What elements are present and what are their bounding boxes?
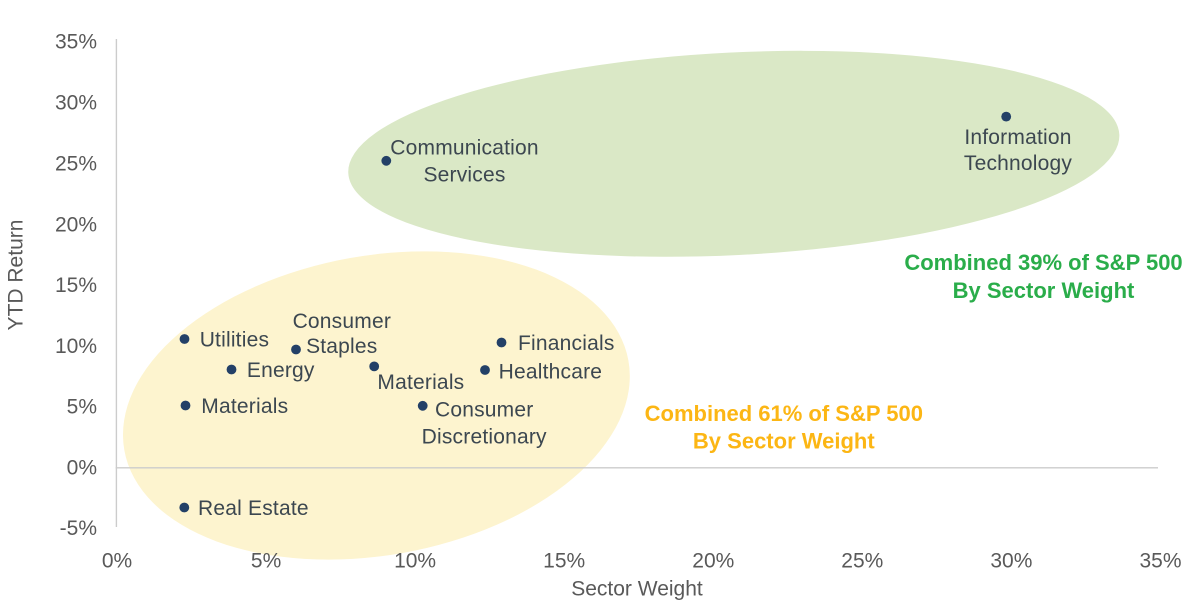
svg-text:20%: 20% <box>55 214 97 237</box>
svg-text:5%: 5% <box>67 396 97 419</box>
svg-text:0%: 0% <box>67 457 97 480</box>
svg-text:Financials: Financials <box>518 332 615 355</box>
svg-text:15%: 15% <box>55 274 97 297</box>
svg-text:Materials: Materials <box>201 395 288 418</box>
svg-text:Sector Weight: Sector Weight <box>571 578 703 600</box>
svg-text:20%: 20% <box>692 550 734 573</box>
svg-text:Technology: Technology <box>964 152 1073 175</box>
svg-text:Staples: Staples <box>306 335 377 358</box>
svg-text:Consumer: Consumer <box>293 310 391 333</box>
svg-text:Combined 39% of S&P 500: Combined 39% of S&P 500 <box>904 250 1182 275</box>
svg-text:Information: Information <box>964 126 1071 149</box>
svg-text:YTD Return: YTD Return <box>5 220 28 331</box>
svg-text:10%: 10% <box>55 335 97 358</box>
svg-text:Discretionary: Discretionary <box>422 426 547 449</box>
svg-text:Consumer: Consumer <box>435 398 533 421</box>
svg-text:Services: Services <box>423 164 505 187</box>
svg-text:35%: 35% <box>55 31 97 54</box>
svg-text:Healthcare: Healthcare <box>499 361 603 384</box>
svg-text:35%: 35% <box>1139 550 1181 573</box>
svg-text:5%: 5% <box>251 550 281 573</box>
svg-text:30%: 30% <box>55 92 97 115</box>
svg-text:30%: 30% <box>990 550 1032 573</box>
svg-text:-5%: -5% <box>60 517 97 540</box>
svg-text:Energy: Energy <box>247 359 315 382</box>
svg-text:15%: 15% <box>543 550 585 573</box>
svg-text:10%: 10% <box>394 550 436 573</box>
svg-text:Materials: Materials <box>377 371 464 394</box>
svg-text:25%: 25% <box>841 550 883 573</box>
svg-text:0%: 0% <box>102 550 132 573</box>
svg-text:Utilities: Utilities <box>200 329 269 352</box>
svg-text:Communication: Communication <box>390 137 539 160</box>
svg-text:By Sector Weight: By Sector Weight <box>693 429 875 454</box>
svg-text:Real Estate: Real Estate <box>198 497 309 520</box>
svg-text:25%: 25% <box>55 153 97 176</box>
svg-text:Combined 61% of S&P 500: Combined 61% of S&P 500 <box>645 401 923 426</box>
svg-text:By Sector Weight: By Sector Weight <box>953 278 1135 303</box>
